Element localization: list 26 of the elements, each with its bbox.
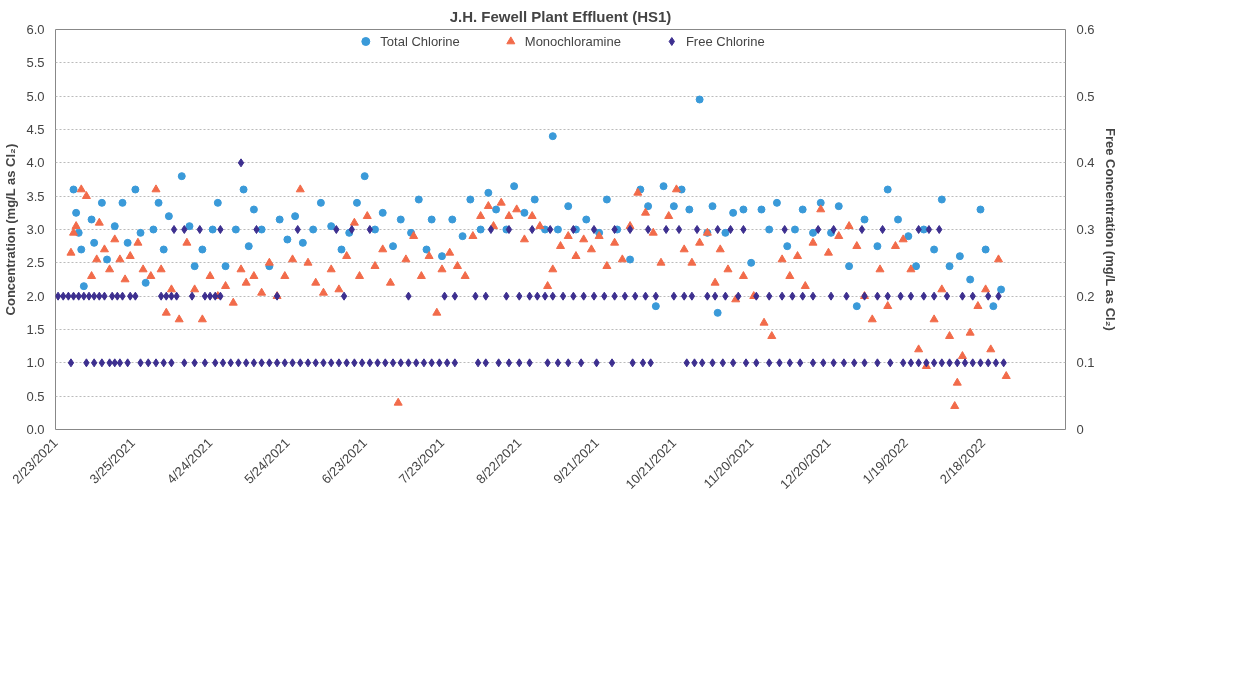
y-tick-label: 0.5 [26, 388, 45, 404]
y-tick-label: 2.0 [26, 288, 45, 304]
y-tick-label: 2.5 [26, 255, 45, 271]
legend-label: Total Chlorine [380, 33, 460, 49]
y-axis-title: Concentration (mg/L as Cl₂) [3, 143, 19, 316]
y-tick-label: 3.5 [26, 188, 45, 204]
y-tick-label: 6.0 [26, 22, 45, 37]
y2-tick-label: 0.6 [1076, 22, 1095, 37]
y-tick-label: 4.5 [26, 122, 45, 137]
y2-tick-label: 0.3 [1076, 222, 1095, 237]
y2-tick-label: 0.1 [1076, 355, 1095, 371]
y-tick-label: 3.0 [26, 222, 45, 237]
y2-tick-label: 0.4 [1076, 155, 1095, 171]
y2-tick-label: 0 [1076, 422, 1084, 437]
y-tick-label: 5.5 [26, 55, 45, 71]
legend-label: Monochloramine [524, 33, 621, 49]
y2-axis-title: Free Concentration (mg/L as Cl₂) [1102, 128, 1118, 331]
y2-tick-label: 0.5 [1076, 88, 1095, 104]
y-tick-label: 5.0 [26, 88, 45, 104]
y2-tick-label: 0.2 [1076, 288, 1095, 304]
y-tick-label: 1.0 [26, 355, 45, 371]
legend-label: Free Chlorine [685, 33, 765, 49]
chart-title: J.H. Fewell Plant Effluent (HS1) [449, 7, 672, 25]
y-tick-label: 0.0 [26, 422, 45, 437]
y-tick-label: 4.0 [26, 155, 45, 171]
y-tick-label: 1.5 [26, 322, 45, 337]
